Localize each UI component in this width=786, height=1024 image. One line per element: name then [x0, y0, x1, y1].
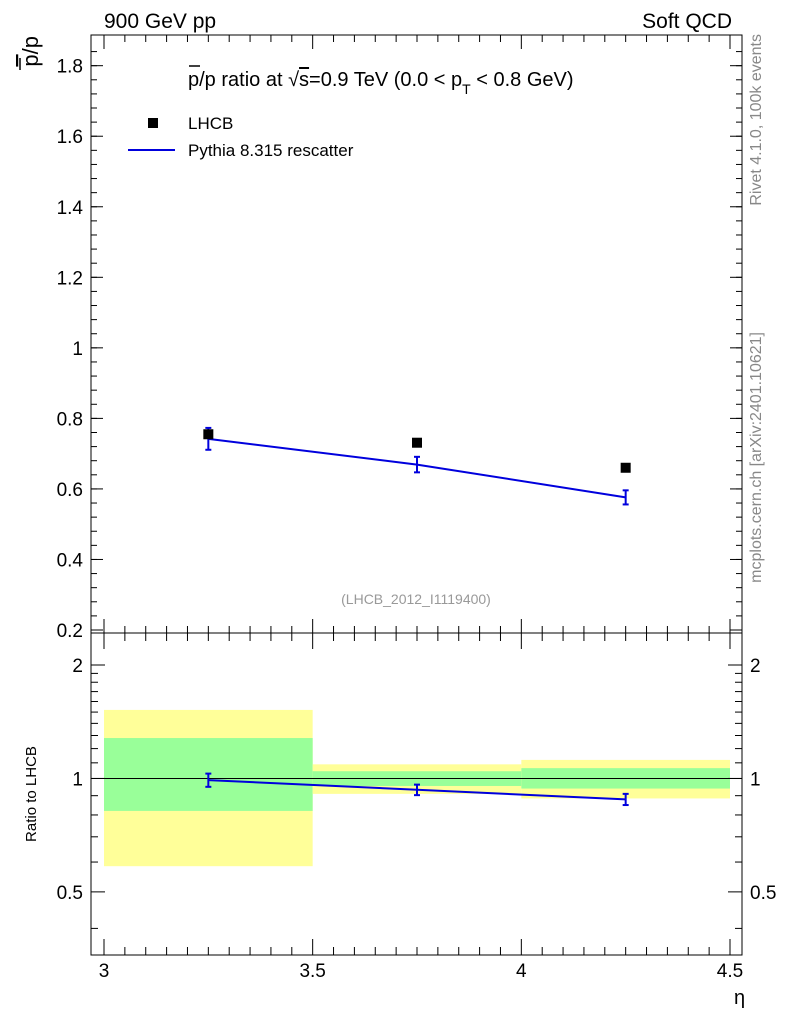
title-sqrt: √ — [288, 69, 299, 91]
legend-label-pythia: Pythia 8.315 rescatter — [188, 141, 354, 160]
ratio-ytick-label-right: 2 — [750, 656, 761, 677]
ratio-frame — [90, 632, 743, 956]
lhcb-point — [412, 437, 422, 448]
header-right: Soft QCD — [642, 10, 732, 33]
main-ytick-label: 0.6 — [57, 480, 83, 501]
lhcb-point — [620, 462, 631, 473]
ratio-ytick-label-left: 2 — [72, 656, 83, 677]
main-ytick-label: 0.8 — [57, 409, 83, 430]
main-ytick-label: 1 — [72, 339, 83, 360]
legend-label-lhcb: LHCB — [188, 114, 233, 133]
ratio-xtick-label: 3.5 — [299, 961, 325, 982]
lhcb-point — [203, 429, 214, 440]
main-ytick-label: 0.2 — [57, 621, 83, 642]
main-ytick-label: 1.2 — [57, 268, 83, 289]
main-ytick-label: 1.6 — [57, 127, 83, 148]
main-ytick-label: 1.4 — [57, 198, 84, 219]
ratio-ytick-label-left: 0.5 — [57, 883, 83, 904]
title-s: s — [299, 69, 309, 91]
main-ylabel-rest: /p — [18, 36, 43, 54]
main-ylabel-pbar: p — [18, 54, 43, 66]
title-sub: T — [462, 81, 471, 97]
ratio-xtick-label: 3 — [99, 961, 110, 982]
title-post: < 0.8 GeV) — [471, 69, 574, 91]
title-energy: =0.9 TeV (0.0 < p — [309, 69, 462, 91]
main-plot-layer: 0.2 0.4 0.6 0.8 1 1.2 1.4 1.6 1.8 — [57, 35, 742, 642]
ratio-ytick-label-right: 0.5 — [750, 883, 776, 904]
main-ytick-label: 1.8 — [57, 57, 83, 78]
main-title: p/p ratio at √s=0.9 TeV (0.0 < pT < 0.8 … — [188, 69, 574, 97]
ratio-xlabel: η — [734, 987, 745, 1009]
ratio-xtick-label: 4 — [516, 961, 527, 982]
ratio-xtick-label: 4.5 — [717, 961, 743, 982]
rivet-label: Rivet 4.1.0, 100k events — [748, 34, 765, 206]
analysis-tag: (LHCB_2012_I1119400) — [341, 591, 491, 607]
main-ylabel: p/p — [18, 36, 43, 67]
ratio-ylabel: Ratio to LHCB — [23, 746, 40, 842]
ratio-ytick-label-right: 1 — [750, 769, 761, 790]
legend-marker-lhcb — [148, 118, 158, 128]
header-left: 900 GeV pp — [104, 10, 216, 33]
main-ytick-label: 0.4 — [57, 550, 84, 571]
title-mid: /p ratio at — [199, 69, 288, 91]
ratio-plot-layer: 0.5 0.5 1 1 2 2 3 3.5 4 4.5 — [57, 633, 776, 982]
title-pbar: p — [188, 69, 199, 91]
ratio-ytick-label-left: 1 — [72, 769, 83, 790]
mcplots-label: mcplots.cern.ch [arXiv:2401.10621] — [748, 332, 765, 583]
